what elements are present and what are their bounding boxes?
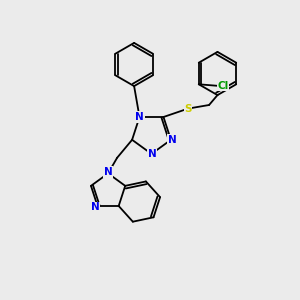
Text: N: N [168, 135, 177, 145]
Text: N: N [148, 149, 157, 160]
Text: N: N [104, 167, 112, 177]
Text: N: N [135, 112, 144, 122]
Text: Cl: Cl [217, 81, 228, 91]
Text: S: S [184, 103, 192, 114]
Text: N: N [91, 202, 100, 212]
